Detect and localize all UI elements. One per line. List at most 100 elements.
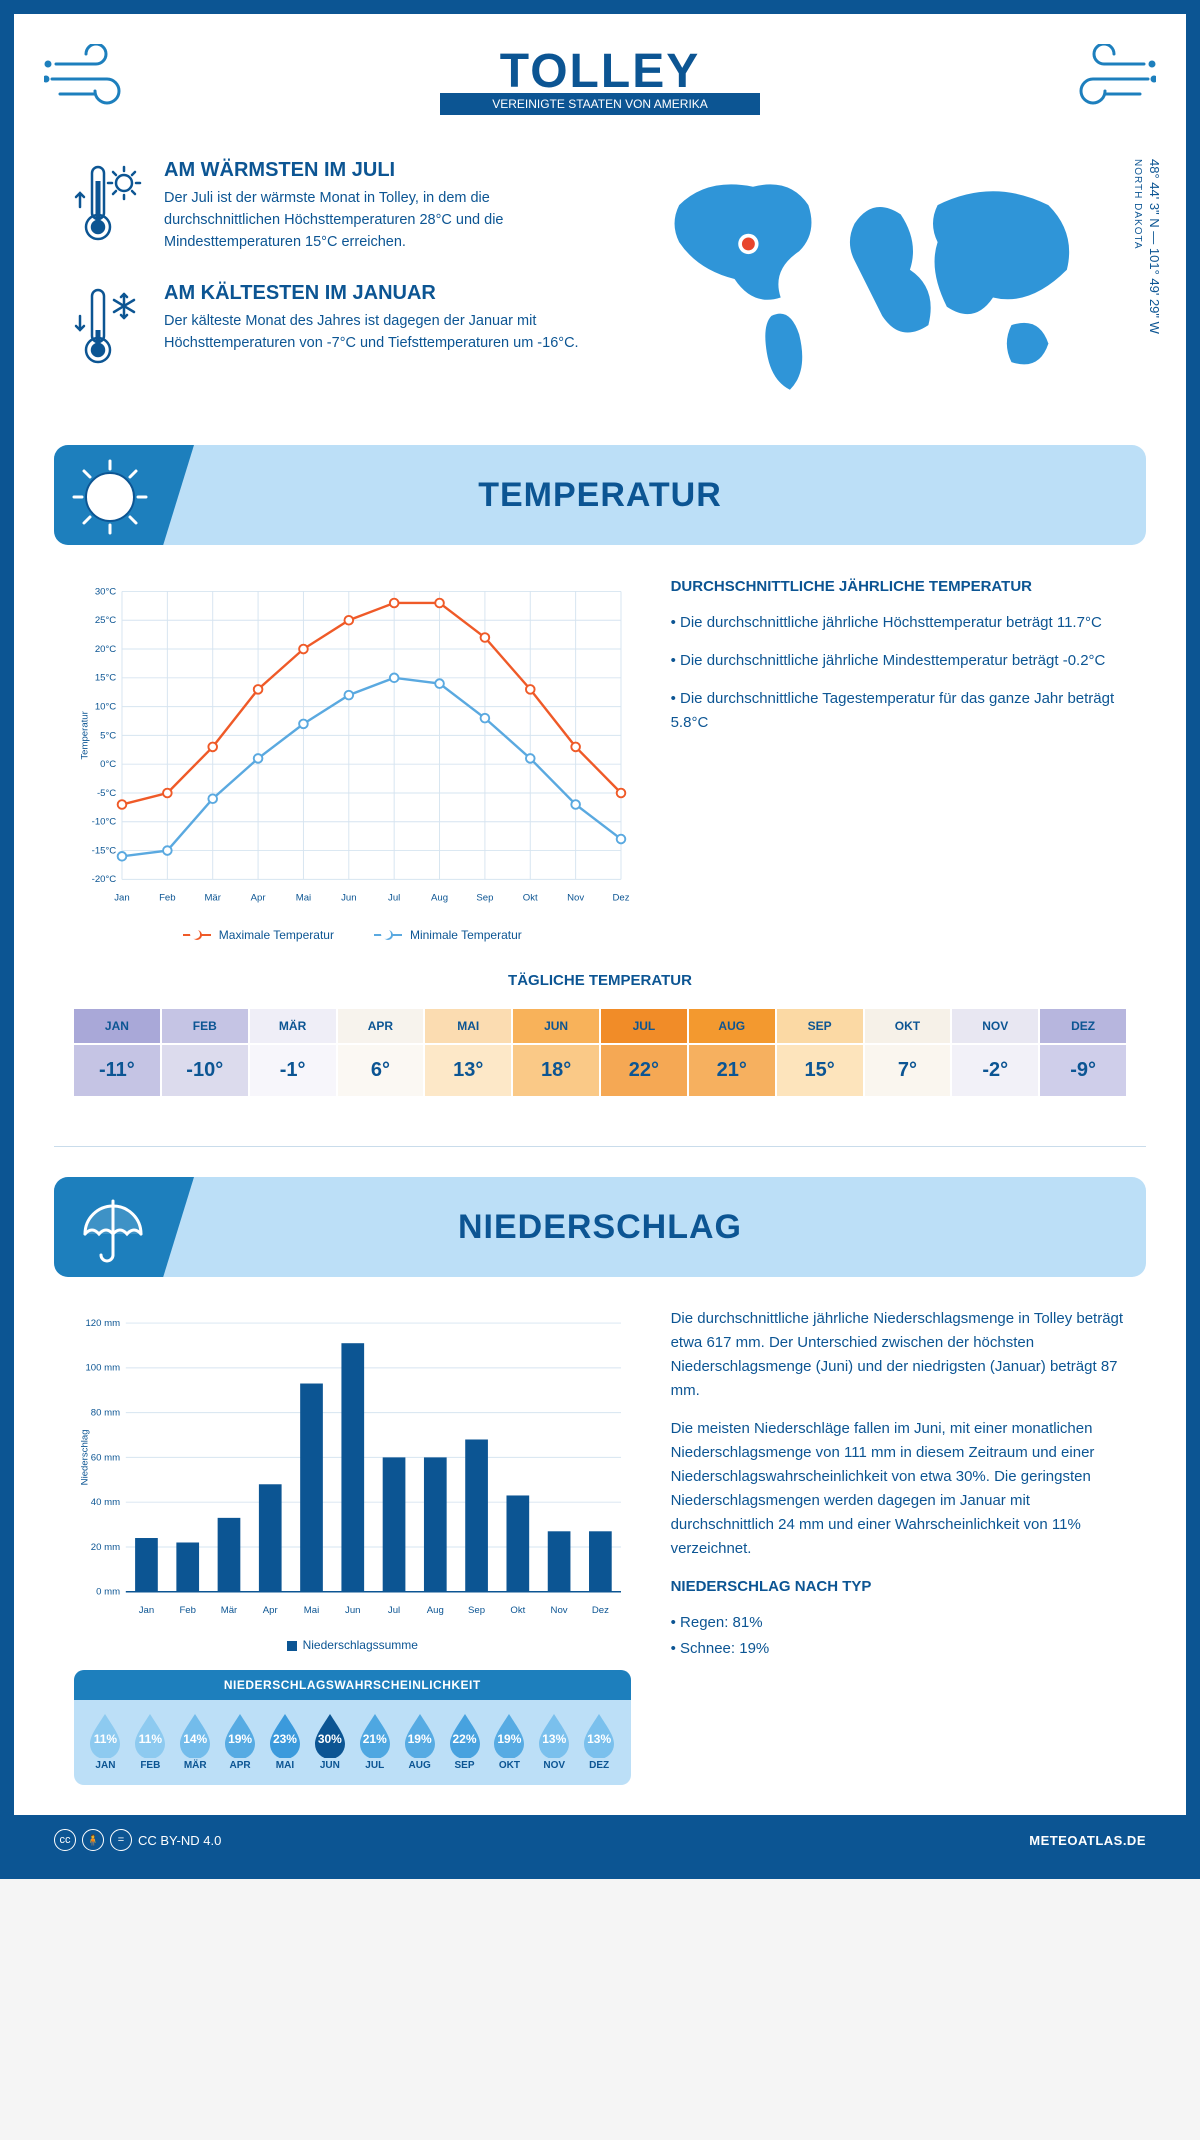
- temperature-header: TEMPERATUR: [54, 445, 1146, 545]
- svg-text:-10°C: -10°C: [92, 817, 117, 828]
- temp-info-bullet: • Die durchschnittliche Tagestemperatur …: [671, 687, 1126, 735]
- probability-title: NIEDERSCHLAGSWAHRSCHEINLICHKEIT: [74, 1670, 631, 1700]
- precipitation-bar-chart: 0 mm20 mm40 mm60 mm80 mm100 mm120 mmJanF…: [74, 1307, 631, 1627]
- daily-temp-value: -9°: [1040, 1045, 1126, 1096]
- fact-coldest-text: Der kälteste Monat des Jahres ist dagege…: [164, 311, 580, 355]
- probability-drop: 11% JAN: [84, 1710, 127, 1771]
- svg-text:Feb: Feb: [159, 892, 176, 903]
- svg-text:Feb: Feb: [179, 1605, 196, 1616]
- daily-temp-title: TÄGLICHE TEMPERATUR: [74, 972, 1126, 989]
- svg-text:Mär: Mär: [204, 892, 221, 903]
- precip-type-title: NIEDERSCHLAG NACH TYP: [671, 1575, 1126, 1599]
- svg-text:-5°C: -5°C: [97, 788, 116, 799]
- daily-temp-month: SEP: [777, 1009, 863, 1043]
- svg-text:0 mm: 0 mm: [96, 1587, 120, 1598]
- svg-text:60 mm: 60 mm: [91, 1452, 120, 1463]
- line-chart-legend: Maximale Temperatur Minimale Temperatur: [74, 928, 631, 942]
- daily-temp-month: JUN: [513, 1009, 599, 1043]
- daily-temp-value: -2°: [952, 1045, 1038, 1096]
- probability-drop: 13% DEZ: [578, 1710, 621, 1771]
- daily-temp-month: MÄR: [250, 1009, 336, 1043]
- daily-temp-value: -11°: [74, 1045, 160, 1096]
- temperature-info: DURCHSCHNITTLICHE JÄHRLICHE TEMPERATUR •…: [671, 575, 1126, 942]
- daily-temp-value: 18°: [513, 1045, 599, 1096]
- daily-temp-value: 15°: [777, 1045, 863, 1096]
- probability-drop: 13% NOV: [533, 1710, 576, 1771]
- wind-icon-right: [1056, 44, 1156, 119]
- daily-temp-month: JAN: [74, 1009, 160, 1043]
- section-separator: [54, 1146, 1146, 1147]
- temperature-line-chart: -20°C-15°C-10°C-5°C0°C5°C10°C15°C20°C25°…: [74, 575, 631, 915]
- daily-temp-month: NOV: [952, 1009, 1038, 1043]
- svg-text:Mai: Mai: [304, 1605, 319, 1616]
- precip-type-item: • Schnee: 19%: [671, 1637, 1126, 1661]
- precip-type-item: • Regen: 81%: [671, 1611, 1126, 1635]
- daily-temp-month: JUL: [601, 1009, 687, 1043]
- precip-p1: Die durchschnittliche jährliche Niedersc…: [671, 1307, 1126, 1403]
- probability-drop: 19% APR: [219, 1710, 262, 1771]
- page-footer: cc 🧍 = CC BY-ND 4.0 METEOATLAS.DE: [14, 1815, 1186, 1865]
- svg-text:Mär: Mär: [221, 1605, 238, 1616]
- probability-drop: 22% SEP: [443, 1710, 486, 1771]
- fact-warmest-text: Der Juli ist der wärmste Monat in Tolley…: [164, 188, 580, 253]
- daily-temp-month: APR: [338, 1009, 424, 1043]
- footer-brand: METEOATLAS.DE: [1029, 1833, 1146, 1848]
- daily-temp-value: 6°: [338, 1045, 424, 1096]
- daily-temp-month: DEZ: [1040, 1009, 1126, 1043]
- svg-text:100 mm: 100 mm: [85, 1363, 120, 1374]
- svg-text:30°C: 30°C: [95, 586, 116, 597]
- svg-text:Niederschlag: Niederschlag: [79, 1429, 90, 1485]
- svg-text:5°C: 5°C: [100, 730, 116, 741]
- location-title: TOLLEY: [34, 44, 1166, 99]
- svg-text:Okt: Okt: [523, 892, 538, 903]
- probability-drop: 30% JUN: [308, 1710, 351, 1771]
- probability-drop: 14% MÄR: [174, 1710, 217, 1771]
- svg-text:Sep: Sep: [468, 1605, 485, 1616]
- svg-text:Aug: Aug: [427, 1605, 444, 1616]
- precipitation-header: NIEDERSCHLAG: [54, 1177, 1146, 1277]
- page-header: TOLLEY VEREINIGTE STAATEN VON AMERIKA: [14, 14, 1186, 139]
- thermometer-snow-icon: [74, 282, 144, 377]
- fact-coldest: AM KÄLTESTEN IM JANUAR Der kälteste Mona…: [74, 282, 580, 377]
- temp-info-bullet: • Die durchschnittliche jährliche Höchst…: [671, 611, 1126, 635]
- temp-info-title: DURCHSCHNITTLICHE JÄHRLICHE TEMPERATUR: [671, 575, 1126, 599]
- precipitation-probability: NIEDERSCHLAGSWAHRSCHEINLICHKEIT 11% JAN …: [74, 1670, 631, 1785]
- license-text: CC BY-ND 4.0: [138, 1833, 221, 1848]
- probability-drop: 23% MAI: [264, 1710, 307, 1771]
- svg-text:Jan: Jan: [114, 892, 129, 903]
- fact-warmest: AM WÄRMSTEN IM JULI Der Juli ist der wär…: [74, 159, 580, 254]
- daily-temp-month: MAI: [425, 1009, 511, 1043]
- svg-text:20°C: 20°C: [95, 644, 116, 655]
- svg-text:Dez: Dez: [592, 1605, 609, 1616]
- probability-drop: 19% AUG: [398, 1710, 441, 1771]
- fact-warmest-title: AM WÄRMSTEN IM JULI: [164, 159, 580, 182]
- temperature-body: -20°C-15°C-10°C-5°C0°C5°C10°C15°C20°C25°…: [14, 575, 1186, 972]
- svg-text:Nov: Nov: [551, 1605, 568, 1616]
- temperature-heading: TEMPERATUR: [478, 476, 722, 515]
- svg-text:Apr: Apr: [263, 1605, 279, 1616]
- svg-text:15°C: 15°C: [95, 673, 116, 684]
- license-block: cc 🧍 = CC BY-ND 4.0: [54, 1829, 221, 1851]
- probability-drop: 11% FEB: [129, 1710, 172, 1771]
- svg-text:Jul: Jul: [388, 892, 400, 903]
- svg-text:Temperatur: Temperatur: [79, 710, 90, 759]
- by-icon: 🧍: [82, 1829, 104, 1851]
- svg-text:25°C: 25°C: [95, 615, 116, 626]
- legend-min: Minimale Temperatur: [410, 928, 522, 942]
- precipitation-body: 0 mm20 mm40 mm60 mm80 mm100 mm120 mmJanF…: [14, 1307, 1186, 1815]
- coordinates: 48° 44' 3" N — 101° 49' 29" W NORTH DAKO…: [1128, 159, 1162, 334]
- svg-text:0°C: 0°C: [100, 759, 116, 770]
- coord-region: NORTH DAKOTA: [1132, 159, 1143, 250]
- svg-text:Jun: Jun: [341, 892, 356, 903]
- daily-temp-value: 21°: [689, 1045, 775, 1096]
- precip-p2: Die meisten Niederschläge fallen im Juni…: [671, 1417, 1126, 1561]
- svg-text:Aug: Aug: [431, 892, 448, 903]
- nd-icon: =: [110, 1829, 132, 1851]
- precipitation-info: Die durchschnittliche jährliche Niedersc…: [671, 1307, 1126, 1785]
- daily-temp-value: 7°: [865, 1045, 951, 1096]
- facts-column: AM WÄRMSTEN IM JULI Der Juli ist der wär…: [74, 159, 580, 405]
- daily-temp-value: -10°: [162, 1045, 248, 1096]
- svg-text:120 mm: 120 mm: [85, 1318, 120, 1329]
- umbrella-tab-icon: [54, 1177, 194, 1277]
- daily-temp-table: JANFEBMÄRAPRMAIJUNJULAUGSEPOKTNOVDEZ-11°…: [74, 1009, 1126, 1096]
